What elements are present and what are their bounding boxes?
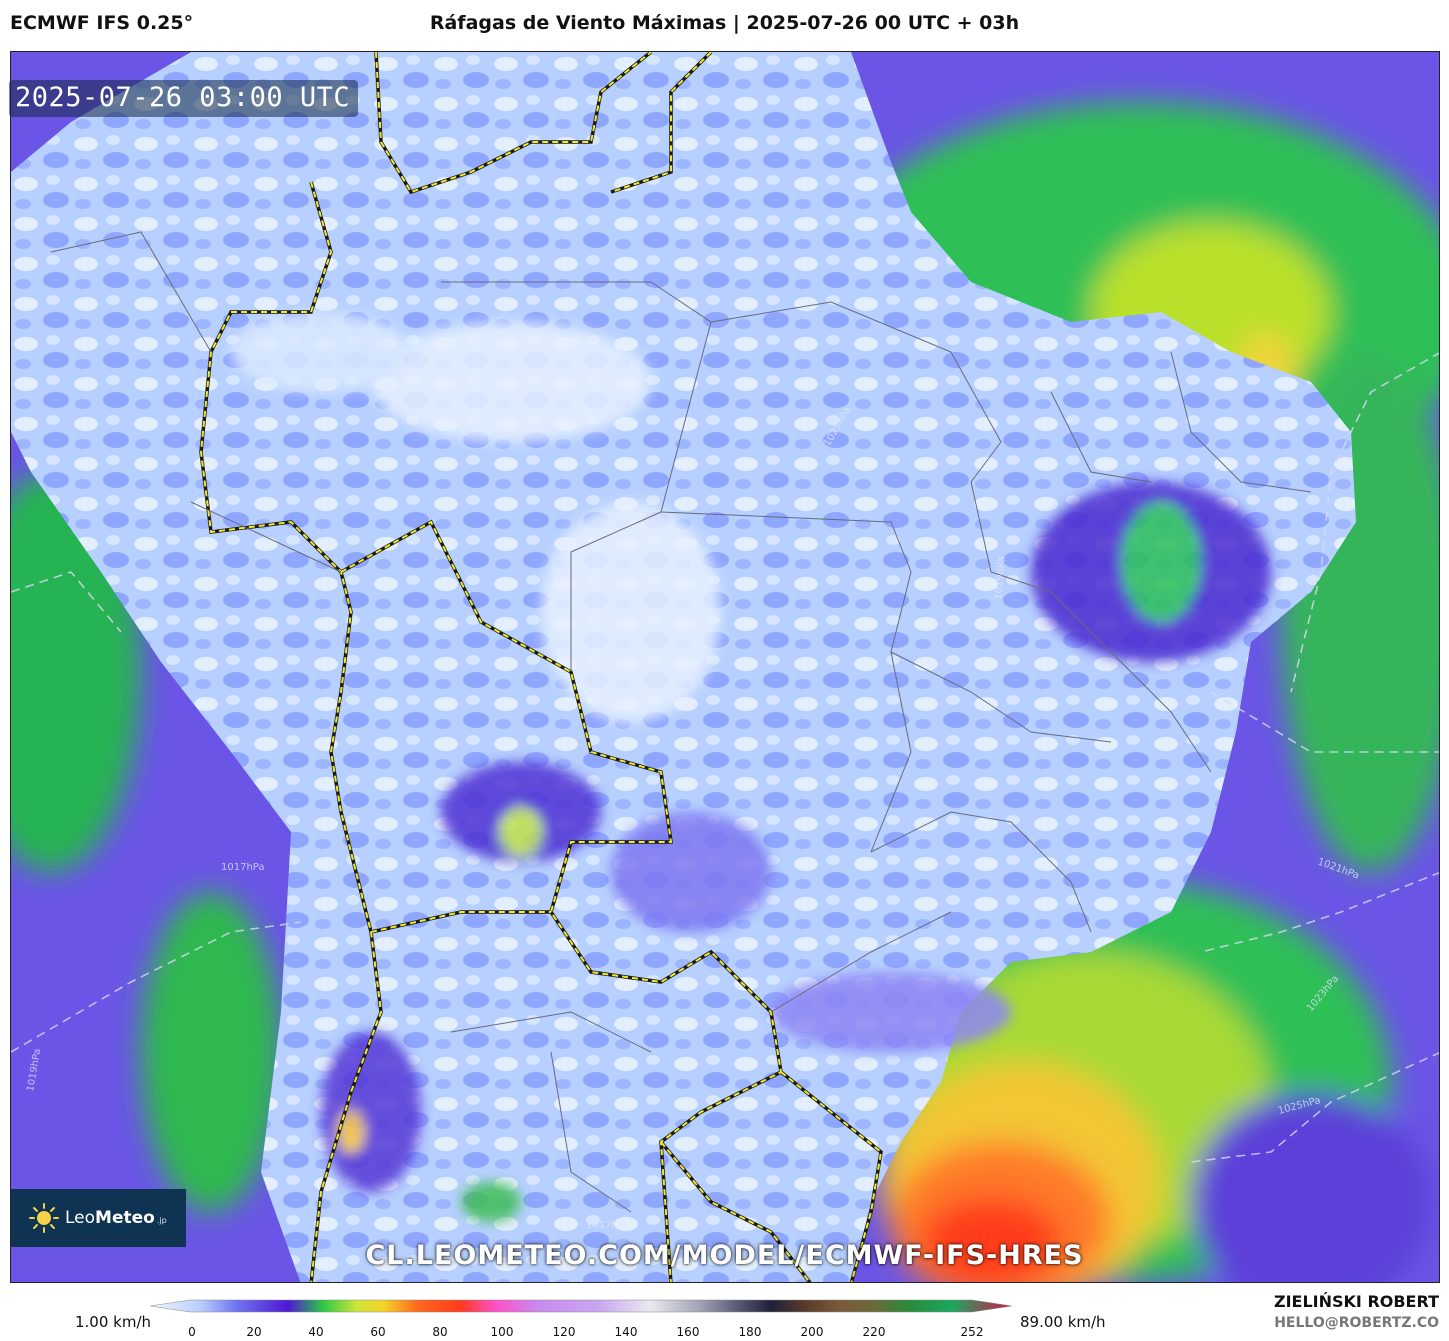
colorbar-tick: 200 — [800, 1325, 824, 1339]
map-canvas: 1017hPa 1019hPa 1021hPa 1023hPa 1025hPa … — [11, 52, 1439, 1282]
wind-gust-map[interactable]: 1017hPa 1019hPa 1021hPa 1023hPa 1025hPa … — [10, 51, 1440, 1283]
isobar-label: 1017hPa — [221, 862, 265, 873]
colorbar-tick: 40 — [308, 1325, 324, 1339]
model-name: ECMWF IFS 0.25° — [10, 12, 194, 34]
source-url-watermark: CL.LEOMETEO.COM/MODEL/ECMWF-IFS-HRES — [365, 1240, 1084, 1271]
colorbar-ticks: 0 20 40 60 80 100 120 140 160 180 200 22… — [0, 1325, 1449, 1341]
colorbar-tick: 0 — [188, 1325, 196, 1339]
colorbar-tick: 120 — [552, 1325, 576, 1339]
colorbar-max-label: 89.00 km/h — [1020, 1313, 1106, 1331]
author-email[interactable]: HELLO@ROBERTZ.CO — [1274, 1315, 1439, 1331]
sun-icon — [29, 1203, 59, 1233]
colorbar-tick: 20 — [246, 1325, 262, 1339]
colorbar-tick: 160 — [676, 1325, 700, 1339]
isobar-label: 1019hPa — [993, 556, 1008, 600]
colorbar-tick: 140 — [614, 1325, 638, 1339]
colorbar-tick: 60 — [370, 1325, 386, 1339]
colorbar-tick: 80 — [432, 1325, 448, 1339]
author-credit: ZIELIŃSKI ROBERT — [1273, 1292, 1439, 1311]
colorbar-tick: 220 — [862, 1325, 886, 1339]
colorbar-tick: 180 — [738, 1325, 762, 1339]
colorbar-min-label: 1.00 km/h — [75, 1313, 152, 1331]
colorbar — [150, 1299, 1012, 1313]
leometeo-logo[interactable]: LeoMeteo .jp — [11, 1189, 186, 1247]
map-title: Ráfagas de Viento Máximas | 2025-07-26 0… — [429, 12, 1020, 34]
logo-wordmark: LeoMeteo .jp — [65, 1208, 167, 1228]
valid-time-label: 2025-07-26 03:00 UTC — [9, 80, 359, 117]
isobar-label: 1017hPa — [586, 1220, 630, 1231]
colorbar-tick: 252 — [960, 1325, 984, 1339]
colorbar-tick: 100 — [490, 1325, 514, 1339]
